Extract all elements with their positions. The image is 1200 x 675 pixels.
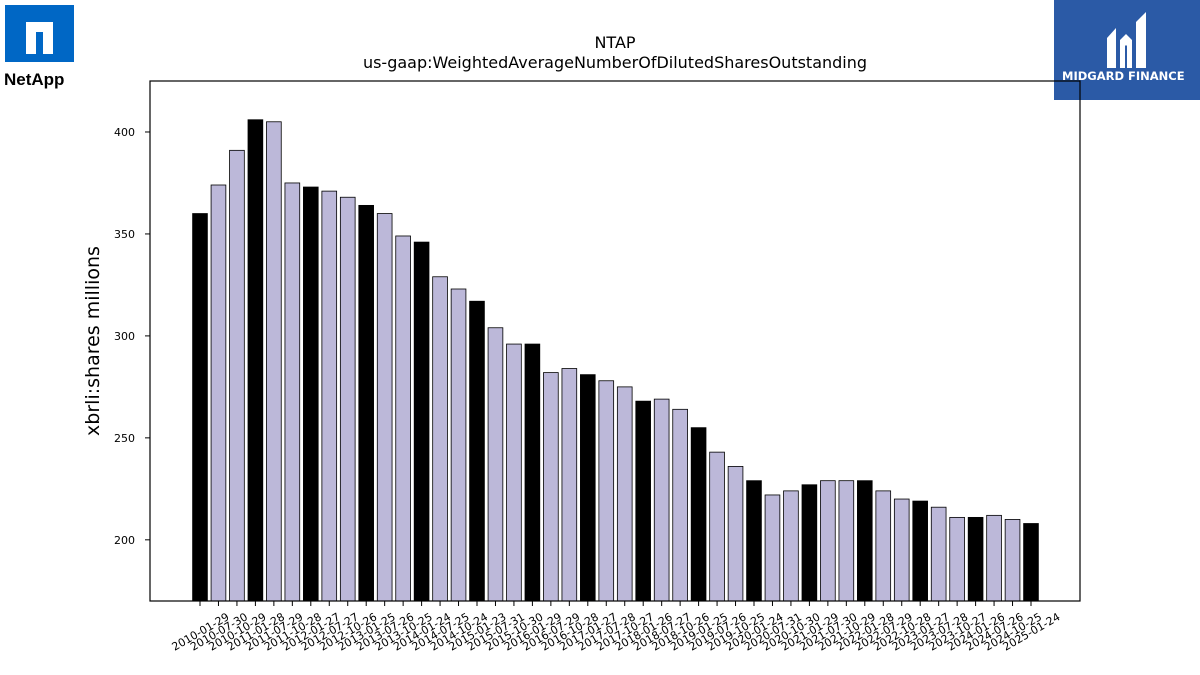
midgard-finance-logo: MIDGARD FINANCE xyxy=(1054,0,1200,100)
bar xyxy=(672,408,688,602)
bar xyxy=(838,480,855,602)
bar xyxy=(709,451,725,602)
y-tick-label: 300 xyxy=(114,330,135,343)
netapp-logo-text: NetApp xyxy=(4,70,65,89)
bar xyxy=(893,498,910,602)
bar xyxy=(247,119,264,602)
bar xyxy=(1023,523,1039,602)
bar xyxy=(561,368,578,602)
bar xyxy=(986,514,1002,602)
bar xyxy=(727,466,744,602)
y-tick-label: 400 xyxy=(114,126,135,139)
bar xyxy=(746,480,762,602)
bar xyxy=(635,400,651,602)
x-axis: 2010-01-292010-07-302010-10-292011-01-28… xyxy=(170,601,1063,654)
bar xyxy=(543,372,559,602)
bar xyxy=(413,241,430,602)
bar xyxy=(690,427,707,602)
bar xyxy=(339,196,356,602)
bar xyxy=(432,276,448,602)
plot-frame xyxy=(149,80,1081,602)
bar xyxy=(229,149,245,602)
bar xyxy=(820,480,836,602)
bar xyxy=(616,386,633,602)
bar xyxy=(469,300,485,602)
y-axis: 200 250 300 350 400 xyxy=(114,126,150,547)
bar xyxy=(912,500,928,602)
netapp-logo-mark xyxy=(5,5,74,62)
bar xyxy=(857,480,873,602)
bar xyxy=(580,374,596,602)
chart-title: NTAP xyxy=(594,33,635,52)
bar xyxy=(967,516,984,602)
bar xyxy=(653,398,670,602)
netapp-logo: NetApp xyxy=(4,4,84,94)
bar xyxy=(358,204,374,602)
bar xyxy=(376,213,393,602)
bar xyxy=(949,516,965,602)
bar xyxy=(1004,519,1021,602)
bar xyxy=(284,182,301,602)
midgard-finance-logo-mark xyxy=(1107,12,1146,68)
bar xyxy=(395,235,411,602)
bar-series xyxy=(192,119,1039,602)
chart-subtitle: us-gaap:WeightedAverageNumberOfDilutedSh… xyxy=(363,53,867,72)
y-tick-label: 350 xyxy=(114,228,135,241)
bar xyxy=(801,484,818,602)
bar xyxy=(875,490,892,602)
bar xyxy=(321,190,338,602)
bar xyxy=(303,186,319,602)
bar xyxy=(783,490,799,602)
bar xyxy=(930,506,947,602)
y-axis-label: xbrli:shares millions xyxy=(82,246,104,436)
bar xyxy=(487,327,504,602)
bar xyxy=(764,494,781,602)
y-tick-label: 200 xyxy=(114,534,135,547)
bar xyxy=(450,288,467,602)
midgard-finance-logo-text: MIDGARD FINANCE xyxy=(1062,69,1185,83)
bar xyxy=(506,343,522,602)
y-tick-label: 250 xyxy=(114,432,135,445)
bar xyxy=(598,380,615,602)
bar xyxy=(210,184,227,602)
bar xyxy=(192,213,208,602)
bar xyxy=(266,121,282,602)
bar xyxy=(524,343,541,602)
